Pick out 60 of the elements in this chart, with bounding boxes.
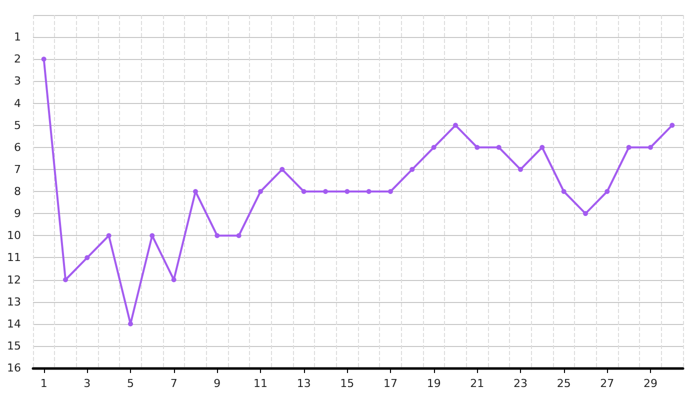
y-tick-label: 1 [14, 30, 21, 44]
x-tick-label: 9 [214, 377, 221, 390]
x-tick-label: 29 [644, 377, 658, 390]
x-tick-label: 23 [514, 377, 528, 390]
x-tick-label: 21 [470, 377, 484, 390]
y-tick-label: 8 [14, 185, 21, 198]
x-tick-label: 17 [384, 377, 398, 390]
x-tick-label: 19 [426, 377, 441, 390]
y-tick-label: 5 [14, 118, 21, 132]
y-tick-label: 9 [14, 207, 21, 220]
point [41, 56, 46, 62]
point [150, 233, 155, 238]
point [193, 189, 198, 194]
point [258, 189, 263, 194]
point [410, 166, 415, 172]
point [474, 144, 480, 150]
x-tick-label: 25 [556, 377, 571, 390]
point [540, 144, 545, 150]
y-tick-label: 7 [14, 162, 21, 176]
point [84, 255, 90, 260]
y-tick-label: 6 [14, 140, 21, 154]
y-tick-label: 16 [7, 362, 21, 374]
point [214, 233, 220, 238]
point [106, 233, 112, 238]
y-tick-label: 14 [7, 317, 21, 330]
point [604, 189, 610, 194]
point [626, 144, 632, 150]
point [431, 144, 436, 150]
point [366, 189, 372, 194]
point [63, 277, 68, 282]
point [236, 233, 242, 238]
point [171, 277, 176, 282]
y-tick-label: 3 [14, 74, 21, 88]
x-tick-label: 7 [170, 377, 178, 390]
x-tick-label: 5 [127, 377, 134, 390]
y-tick-label: 2 [14, 52, 21, 66]
point [453, 122, 458, 128]
point [583, 211, 588, 216]
point [388, 189, 393, 194]
point [561, 189, 566, 194]
y-tick-label: 12 [7, 273, 21, 286]
x-tick-label: 15 [340, 377, 354, 390]
x-tick-label: 11 [254, 377, 268, 390]
point [280, 166, 285, 172]
y-tick-label: 10 [7, 229, 21, 242]
x-tick-label: 27 [600, 377, 614, 390]
point [518, 166, 523, 172]
x-tick-label: 13 [296, 377, 311, 390]
y-tick-label: 13 [7, 295, 21, 308]
point [301, 189, 306, 194]
x-tick-label: 1 [40, 377, 48, 390]
point [496, 144, 502, 150]
point [323, 189, 328, 194]
point [648, 144, 653, 150]
y-tick-label: 11 [7, 251, 21, 264]
point [344, 189, 350, 194]
y-tick-label: 15 [7, 339, 21, 352]
x-tick-label: 3 [84, 377, 91, 390]
y-tick-label: 4 [14, 96, 21, 110]
point [670, 122, 675, 128]
